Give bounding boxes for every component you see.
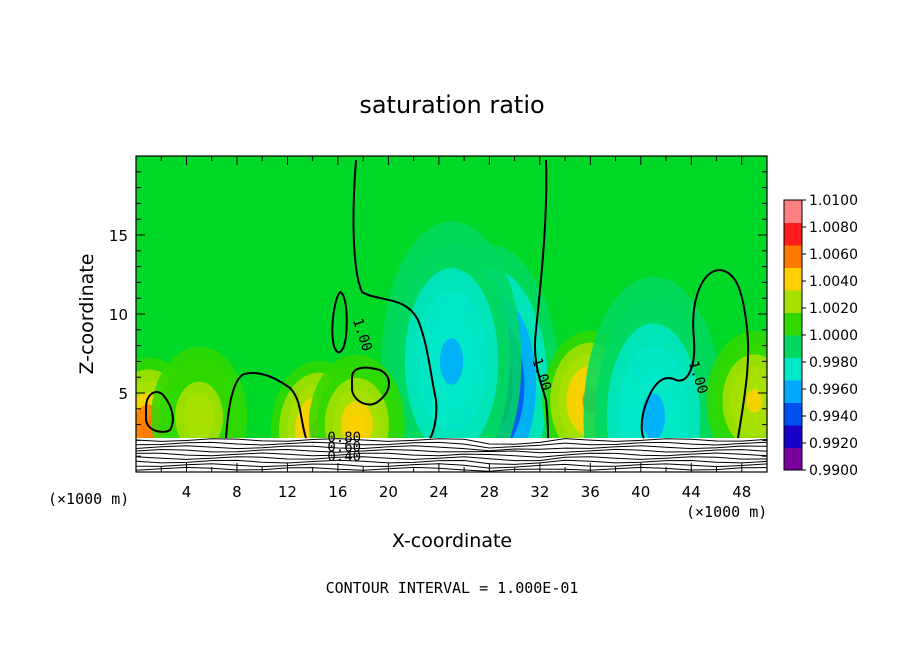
y-axis-label: Z-coordinate <box>76 254 98 375</box>
x-axis-ticks: 4 8 12 16 20 24 28 32 36 40 44 48 <box>160 156 768 501</box>
field-anomaly-6-band-5 <box>641 393 666 441</box>
colorbar-swatch-6 <box>784 312 802 336</box>
contour-lines <box>145 159 750 439</box>
colorbar-label-10: 0.9900 <box>809 463 858 479</box>
colorbar-swatch-5 <box>784 335 802 358</box>
y-tick-label-5: 5 <box>118 385 128 403</box>
colorbar-swatch-7 <box>784 290 802 313</box>
contour-1.00-b <box>533 159 549 439</box>
colorbar-swatch-9 <box>784 245 802 268</box>
x-tick-label-4: 4 <box>182 483 192 501</box>
terrain-contour-3 <box>136 448 767 454</box>
colorbar-swatch-1 <box>784 425 802 448</box>
field-anomaly-4-band-5 <box>348 412 365 437</box>
colorbar-swatches <box>784 200 802 471</box>
colorbar-labels: 1.0100 1.0080 1.0060 1.0040 1.0020 1.0000 0.99… <box>802 193 858 479</box>
y-axis-ticks: 5 10 15 <box>109 171 767 457</box>
colorbar-swatch-10 <box>784 222 802 246</box>
contour-label-3: 0.80 <box>327 430 361 446</box>
plot-area: 1.001.00 1.000.800.600.40 4 8 12 16 20 24 28 32 3… <box>109 155 768 501</box>
contour-1.00-e <box>351 366 390 406</box>
colorbar-swatch-11 <box>784 200 802 223</box>
contour-label-5: 0.40 <box>327 449 361 465</box>
x-tick-label-8: 8 <box>232 483 242 501</box>
field-anomaly-8-band-5 <box>191 405 208 429</box>
x-tick-label-44: 44 <box>682 483 701 501</box>
colorbar-label-4: 1.0020 <box>809 301 858 317</box>
chart-title: saturation ratio <box>359 91 544 119</box>
colorbar-label-9: 0.9920 <box>809 436 858 452</box>
x-unit-label: (×1000 m) <box>686 503 767 521</box>
colorbar-swatch-2 <box>784 402 802 426</box>
terrain-contour-2 <box>136 445 767 452</box>
contour-label-4: 0.60 <box>327 439 361 455</box>
field-anomaly-7-band-5 <box>746 389 763 413</box>
colorbar-label-1: 1.0080 <box>809 220 858 236</box>
contour-1.00-a <box>352 159 438 439</box>
x-tick-label-12: 12 <box>278 483 297 501</box>
field-anomaly-1-band-5 <box>439 338 464 385</box>
colorbar-label-5: 1.0000 <box>809 328 858 344</box>
terrain-contour-1 <box>136 441 767 449</box>
x-tick-label-40: 40 <box>631 483 650 501</box>
terrain-contour-4 <box>136 452 767 458</box>
z-unit-label: (×1000 m) <box>48 490 129 508</box>
colorbar-label-7: 0.9960 <box>809 382 858 398</box>
y-tick-label-10: 10 <box>109 306 128 324</box>
x-tick-label-48: 48 <box>732 483 751 501</box>
field-layer: 1.001.00 1.000.800.600.40 <box>136 156 767 472</box>
contour-1.00-g <box>145 391 174 433</box>
terrain-contours <box>136 438 767 472</box>
y-tick-label-15: 15 <box>109 227 128 245</box>
x-tick-label-32: 32 <box>530 483 549 501</box>
x-axis-label: X-coordinate <box>392 530 512 552</box>
contour-1.00-d <box>331 290 348 354</box>
x-tick-label-24: 24 <box>429 483 448 501</box>
colorbar-swatch-0 <box>784 447 802 471</box>
contour-interval-note: CONTOUR INTERVAL = 1.000E-01 <box>326 579 579 597</box>
colorbar-swatch-8 <box>784 267 802 291</box>
colorbar-label-2: 1.0060 <box>809 247 858 263</box>
x-tick-label-16: 16 <box>328 483 347 501</box>
x-tick-label-36: 36 <box>581 483 600 501</box>
colorbar-swatch-3 <box>784 380 802 403</box>
colorbar-label-6: 0.9980 <box>809 355 858 371</box>
colorbar-label-0: 1.0100 <box>809 193 858 209</box>
x-tick-label-20: 20 <box>379 483 398 501</box>
colorbar: 1.0100 1.0080 1.0060 1.0040 1.0020 1.0000 0.99… <box>783 193 858 479</box>
terrain-contour-0 <box>136 438 767 445</box>
colorbar-swatch-4 <box>784 357 802 381</box>
colorbar-label-8: 0.9940 <box>809 409 858 425</box>
colorbar-label-3: 1.0040 <box>809 274 858 290</box>
x-tick-label-28: 28 <box>480 483 499 501</box>
terrain-contour-5 <box>136 456 767 462</box>
contour-1.00-f <box>225 372 307 439</box>
contour-1.00-c <box>640 268 750 439</box>
terrain-contour-6 <box>136 459 767 465</box>
